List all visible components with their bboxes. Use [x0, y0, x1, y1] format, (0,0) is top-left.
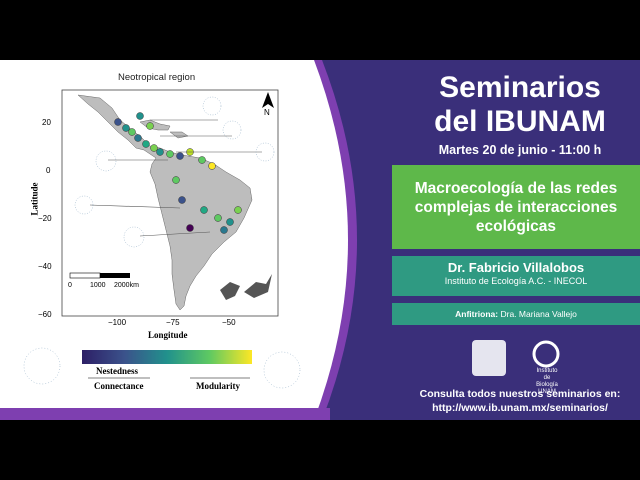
poster-background — [0, 60, 640, 420]
ib-caption-line2: de Biología — [536, 375, 558, 388]
map-xlabel: Longitude — [148, 330, 188, 340]
speaker-institution: Instituto de Ecología A.C. - INECOL — [444, 276, 588, 286]
seminar-title-line1: Seminarios — [439, 71, 601, 104]
unam-shield-icon — [472, 340, 506, 376]
speaker-band: Dr. Fabricio Villalobos Instituto de Eco… — [392, 256, 640, 296]
north-label: N — [264, 108, 270, 117]
legend-nestedness: Nestedness — [96, 366, 138, 376]
x-tick-minus50: −50 — [222, 318, 236, 327]
ib-caption-line1: Instituto — [536, 368, 558, 374]
host-name: Dra. Mariana Vallejo — [500, 309, 577, 319]
ib-logo-icon — [532, 340, 560, 368]
ib-logo-caption: Instituto de Biología UNAM — [534, 368, 560, 396]
host-label: Anfitriona: — [455, 309, 499, 319]
x-tick-minus100: −100 — [108, 318, 127, 327]
scale-bar — [69, 272, 130, 279]
seminar-date: Martes 20 de junio - 11:00 h — [438, 143, 602, 157]
bat-silhouette-icon — [244, 274, 272, 298]
north-arrow-icon — [262, 92, 274, 108]
legend-connectance: Connectance — [94, 381, 144, 391]
speaker-name: Dr. Fabricio Villalobos — [447, 260, 585, 275]
y-tick-minus60: −60 — [38, 310, 52, 319]
talk-title-line2: complejas de interacciones — [414, 198, 618, 216]
scale-label-1000: 1000 — [90, 282, 106, 289]
callout-lines — [89, 119, 262, 237]
map-title: Neotropical region — [118, 72, 196, 83]
legend-gradient-bar — [82, 350, 252, 364]
y-tick-0: 0 — [46, 166, 51, 175]
talk-title-band: Macroecología de las redes complejas de … — [392, 165, 640, 249]
map-nodes — [114, 112, 242, 234]
bird-silhouette-icon — [220, 282, 240, 300]
scale-label-2000: 2000km — [114, 282, 139, 289]
host-band: Anfitriona: Dra. Mariana Vallejo — [392, 303, 640, 325]
talk-title-line3: ecológicas — [475, 217, 557, 235]
seminar-title-line2: del IBUNAM — [434, 105, 606, 138]
mini-networks — [23, 96, 301, 389]
legend-modularity: Modularity — [196, 381, 240, 391]
y-tick-minus20: −20 — [38, 214, 52, 223]
map-ylabel: Latitude — [29, 182, 40, 216]
scale-label-0: 0 — [68, 282, 72, 289]
footer-url[interactable]: http://www.ib.unam.mx/seminarios/ — [432, 402, 608, 414]
y-tick-minus40: −40 — [38, 262, 52, 271]
talk-title-line1: Macroecología de las redes — [414, 179, 618, 197]
seminar-poster: Neotropical region Latitude Longitude N … — [0, 60, 640, 420]
x-tick-minus75: −75 — [166, 318, 180, 327]
ib-caption-line3: UNAM — [538, 389, 556, 395]
y-tick-20: 20 — [42, 118, 51, 127]
footer-consulta: Consulta todos nuestros seminarios en: — [419, 388, 621, 400]
